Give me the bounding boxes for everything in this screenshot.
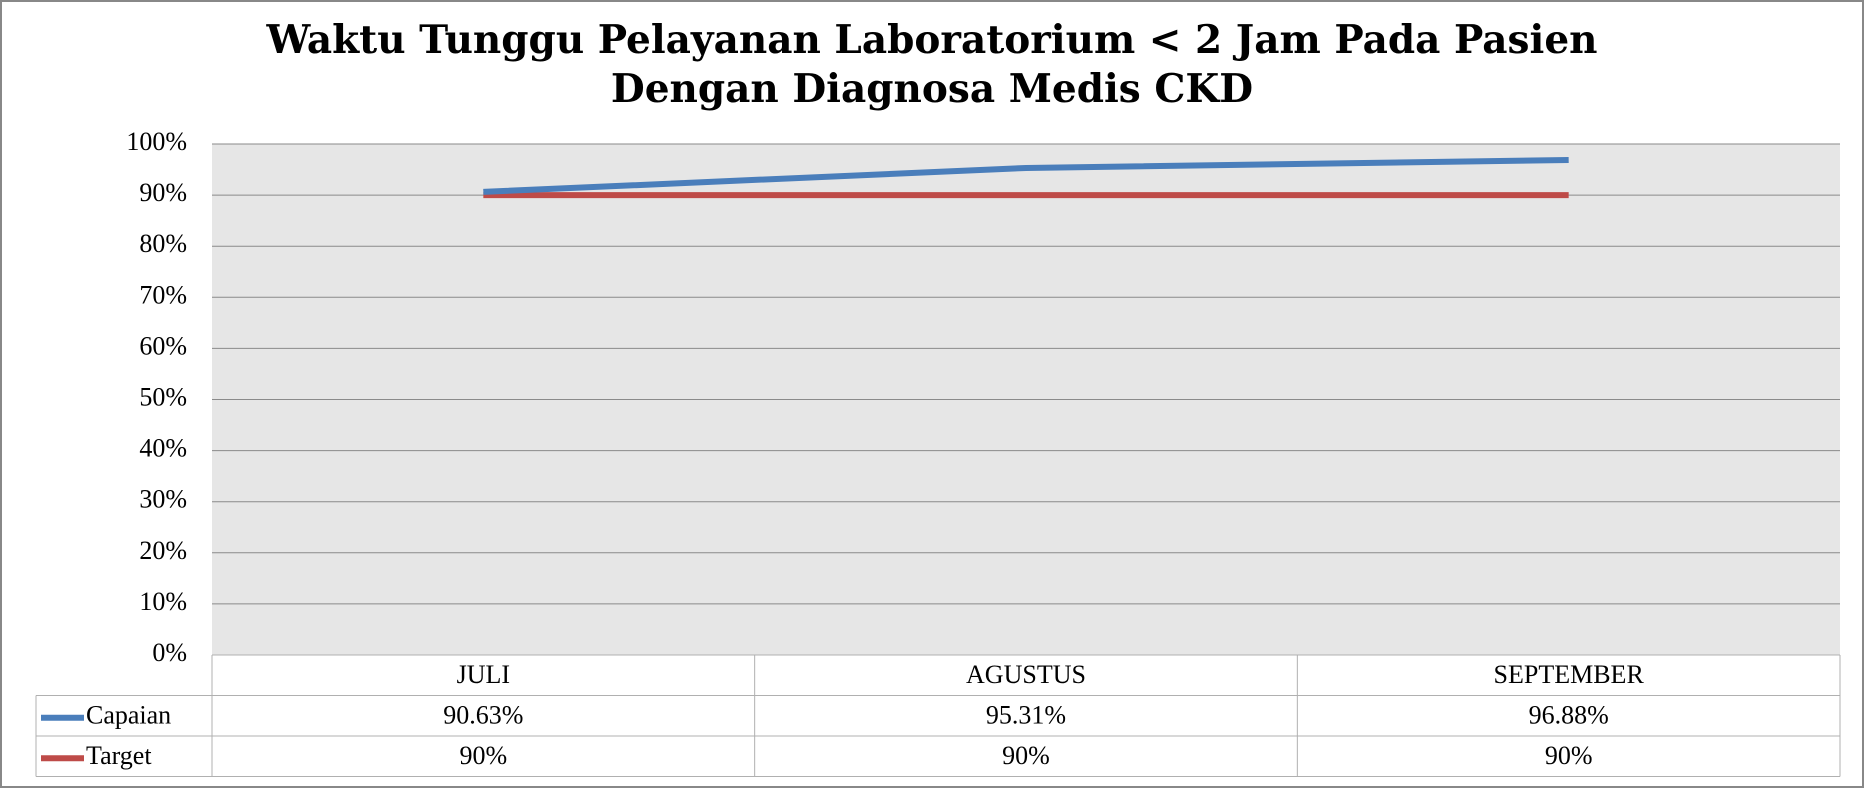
- table-value: 90%: [1002, 741, 1050, 770]
- legend-label: Capaian: [86, 701, 171, 730]
- y-tick-label: 20%: [139, 536, 187, 565]
- table-value: 90.63%: [443, 701, 523, 730]
- y-tick-label: 10%: [139, 587, 187, 616]
- y-tick-label: 50%: [139, 382, 187, 411]
- table-value: 90%: [1545, 741, 1593, 770]
- y-tick-label: 60%: [139, 331, 187, 360]
- x-tick-label: SEPTEMBER: [1494, 660, 1645, 689]
- chart-title: Dengan Diagnosa Medis CKD: [611, 66, 1253, 112]
- y-tick-label: 30%: [139, 485, 187, 514]
- table-value: 95.31%: [986, 701, 1066, 730]
- y-tick-label: 80%: [139, 229, 187, 258]
- y-tick-label: 40%: [139, 434, 187, 463]
- y-tick-label: 0%: [152, 638, 187, 667]
- y-tick-label: 100%: [126, 127, 187, 156]
- x-tick-label: JULI: [457, 660, 510, 689]
- legend-label: Target: [86, 741, 152, 770]
- chart-title: Waktu Tunggu Pelayanan Laboratorium < 2 …: [265, 17, 1597, 63]
- y-tick-label: 90%: [139, 178, 187, 207]
- y-tick-label: 70%: [139, 280, 187, 309]
- table-value: 90%: [459, 741, 507, 770]
- x-tick-label: AGUSTUS: [966, 660, 1086, 689]
- table-value: 96.88%: [1529, 701, 1609, 730]
- series-line: [483, 156, 1569, 195]
